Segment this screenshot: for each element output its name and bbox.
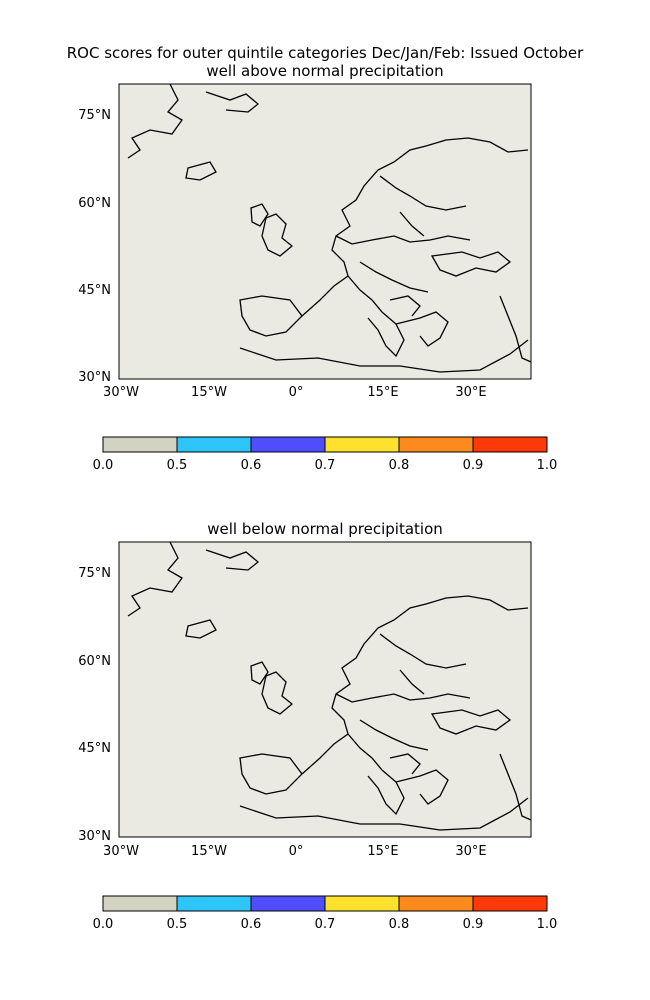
colorbar-segment [473,896,547,911]
colorbar-segment [325,437,399,452]
lat-tick-label: 30°N [78,370,111,385]
lat-tick-label: 75°N [78,108,111,123]
lat-tick-label: 45°N [78,283,111,298]
map-below-field [119,542,531,837]
colorbar-tick-label: 0.7 [315,458,336,473]
lon-tick-label: 15°E [367,385,398,400]
colorbar-tick-label: 1.0 [537,458,558,473]
colorbar-tick-label: 0.0 [93,458,114,473]
map-above-normal: 30°W 15°W 0° 15°E 30°E 75°N 60°N 45°N 30… [78,83,532,400]
lon-tick-label: 30°E [455,844,486,859]
lat-tick-label: 60°N [78,196,111,211]
lon-tick-label: 30°W [103,844,139,859]
colorbar-tick-label: 0.0 [93,917,114,932]
colorbar-below: 0.0 0.5 0.6 0.7 0.8 0.9 1.0 [93,895,558,932]
colorbar-tick-label: 0.7 [315,917,336,932]
colorbar-segment [325,896,399,911]
colorbar-tick-label: 0.9 [463,917,484,932]
colorbar-segment [103,896,177,911]
colorbar-segment [177,896,251,911]
map-below-frame [118,541,532,838]
colorbar-tick-label: 0.9 [463,458,484,473]
colorbar-segment [399,896,473,911]
colorbar-tick-label: 0.5 [167,458,188,473]
map-subtitle-below: well below normal precipitation [207,520,443,538]
lat-tick-label: 30°N [78,829,111,844]
lon-tick-label: 15°E [367,844,398,859]
lat-tick-label: 60°N [78,654,111,669]
lon-tick-label: 30°E [455,385,486,400]
figure-title: ROC scores for outer quintile categories… [67,44,584,62]
colorbar-tick-label: 0.5 [167,917,188,932]
lon-tick-label: 15°W [191,844,227,859]
colorbar-segment [103,437,177,452]
map-below-coastlines [127,542,531,831]
colorbar-tick-label: 0.6 [241,458,262,473]
map-above-frame [118,83,532,380]
lon-tick-label: 0° [289,844,304,859]
lon-tick-label: 0° [289,385,304,400]
colorbar-tick-label: 0.6 [241,917,262,932]
map-above-lon-axis: 30°W 15°W 0° 15°E 30°E [103,385,487,400]
colorbar-tick-label: 0.8 [389,458,410,473]
lon-tick-label: 15°W [191,385,227,400]
colorbar-segment [177,437,251,452]
map-above-lat-axis: 75°N 60°N 45°N 30°N [78,108,111,385]
map-above-field [119,84,531,379]
colorbar-above: 0.0 0.5 0.6 0.7 0.8 0.9 1.0 [93,436,558,473]
map-below-lat-axis: 75°N 60°N 45°N 30°N [78,566,111,844]
lat-tick-label: 45°N [78,741,111,756]
map-subtitle-above: well above normal precipitation [206,62,443,80]
colorbar-segment [473,437,547,452]
lat-tick-label: 75°N [78,566,111,581]
colorbar-segment [251,896,325,911]
colorbar-tick-label: 1.0 [537,917,558,932]
lon-tick-label: 30°W [103,385,139,400]
colorbar-segment [399,437,473,452]
colorbar-tick-label: 0.8 [389,917,410,932]
colorbar-segment [251,437,325,452]
map-above-coastlines [127,84,531,373]
map-below-lon-axis: 30°W 15°W 0° 15°E 30°E [103,844,487,859]
map-below-normal: 30°W 15°W 0° 15°E 30°E 75°N 60°N 45°N 30… [78,541,532,859]
